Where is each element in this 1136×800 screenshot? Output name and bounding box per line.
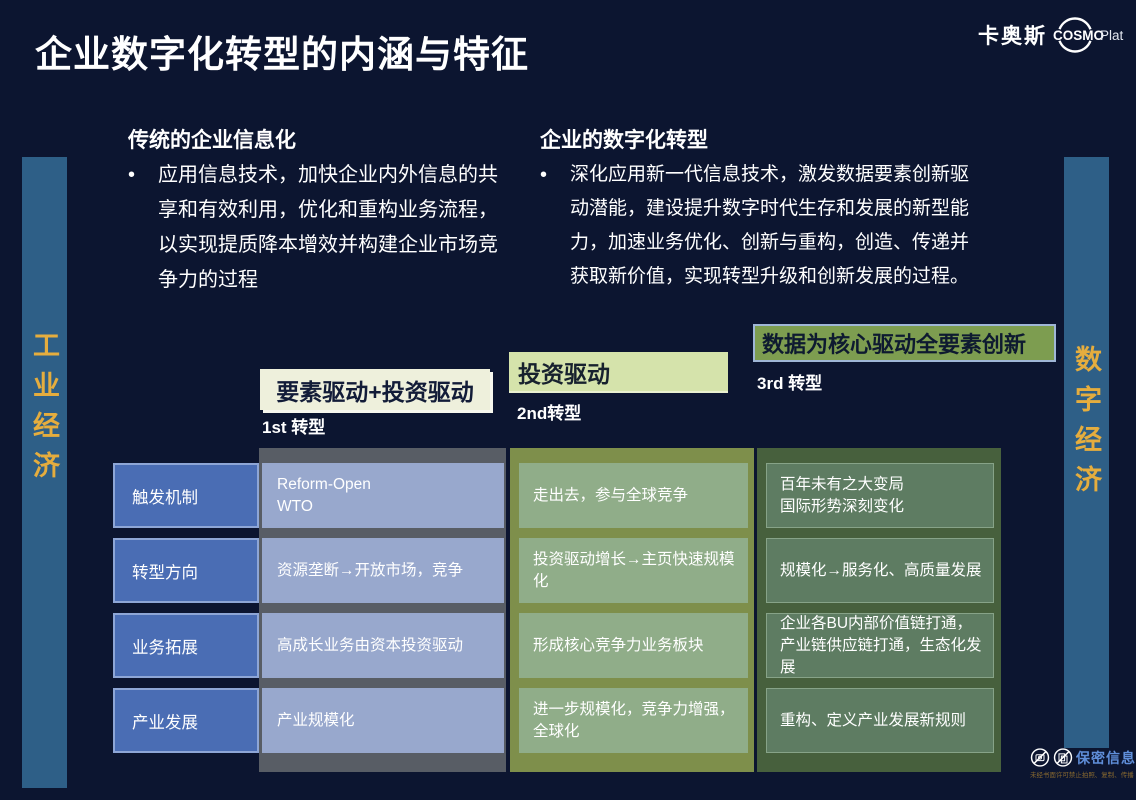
bullet-marker: • — [128, 164, 136, 186]
table-cell: 企业各BU内部价值链打通，产业链供应链打通，生态化发展 — [766, 613, 994, 678]
digital-economy-bar: 数字经济 — [1064, 157, 1109, 748]
transform-1-stage: 1st 转型 — [262, 418, 326, 437]
industrial-economy-label: 工业经济 — [29, 330, 59, 491]
table-cell: 形成核心竞争力业务板块 — [519, 613, 748, 678]
confidential-badge-row: 保密信息 — [1030, 747, 1136, 768]
confidential-notice: 未经书面许可禁止拍照、复制、传播 — [1030, 771, 1134, 779]
row-header-trigger: 触发机制 — [113, 463, 259, 528]
row-header-industry: 产业发展 — [113, 688, 259, 753]
table-cell: 重构、定义产业发展新规则 — [766, 688, 994, 753]
no-copy-icon — [1053, 748, 1073, 767]
bullet-item: • 应用信息技术，加快企业内外信息的共享和有效利用，优化和重构业务流程，以实现提… — [128, 158, 528, 298]
section-heading-right: 企业的数字化转型 — [540, 129, 708, 152]
section-heading-left: 传统的企业信息化 — [128, 129, 296, 152]
confidential-footer: 保密信息 未经书面许可禁止拍照、复制、传播 — [1030, 747, 1136, 783]
transform-2-stage: 2nd转型 — [517, 404, 582, 423]
row-header-business: 业务拓展 — [113, 613, 259, 678]
section-digital-transformation: 企业的数字化转型 • 深化应用新一代信息技术，激发数据要素创新驱动潜能，建设提升… — [540, 124, 972, 294]
bullet-item: • 深化应用新一代信息技术，激发数据要素创新驱动潜能，建设提升数字时代生存和发展… — [540, 158, 972, 294]
section-traditional-informatization: 传统的企业信息化 • 应用信息技术，加快企业内外信息的共享和有效利用，优化和重构… — [128, 124, 528, 298]
transform-2-label: 投资驱动 — [518, 360, 610, 387]
digital-economy-label: 数字经济 — [1071, 344, 1101, 505]
no-photo-icon — [1030, 748, 1050, 767]
cosmoplat-logo: 卡奥斯 COSMO Plat — [978, 17, 1124, 53]
table-cell: 规模化→服务化、高质量发展 — [766, 538, 994, 603]
transform-2-box: 投资驱动 — [509, 352, 728, 393]
table-cell: 走出去，参与全球竞争 — [519, 463, 748, 528]
transform-3-label: 数据为核心驱动全要素创新 — [762, 332, 1027, 357]
transform-1-label: 要素驱动+投资驱动 — [276, 378, 474, 405]
table-cell: 进一步规模化，竞争力增强，全球化 — [519, 688, 748, 753]
logo-cn-text: 卡奥斯 — [978, 24, 1047, 48]
table-cell: Reform-Open WTO — [262, 463, 504, 528]
table-cell: 百年未有之大变局 国际形势深刻变化 — [766, 463, 994, 528]
section-body-left: 应用信息技术，加快企业内外信息的共享和有效利用，优化和重构业务流程，以实现提质降… — [158, 164, 498, 291]
logo-brand-light: Plat — [1100, 28, 1124, 43]
logo-brand-bold: COSMO — [1053, 28, 1104, 43]
transform-3-box: 数据为核心驱动全要素创新 — [753, 324, 1056, 362]
table-cell: 产业规模化 — [262, 688, 504, 753]
table-cell: 投资驱动增长→主页快速规模化 — [519, 538, 748, 603]
table-cell: 资源垄断→开放市场，竞争 — [262, 538, 504, 603]
cosmo-circle-icon — [1057, 17, 1093, 53]
page-title: 企业数字化转型的内涵与特征 — [35, 34, 529, 75]
transform-3-stage: 3rd 转型 — [757, 374, 823, 393]
table-cell: 高成长业务由资本投资驱动 — [262, 613, 504, 678]
row-header-direction: 转型方向 — [113, 538, 259, 603]
section-body-right: 深化应用新一代信息技术，激发数据要素创新驱动潜能，建设提升数字时代生存和发展的新… — [570, 164, 970, 287]
industrial-economy-bar: 工业经济 — [22, 157, 67, 788]
bullet-marker: • — [540, 164, 548, 186]
confidential-badge: 保密信息 — [1076, 749, 1136, 766]
transform-1-box: 要素驱动+投资驱动 — [260, 369, 490, 410]
